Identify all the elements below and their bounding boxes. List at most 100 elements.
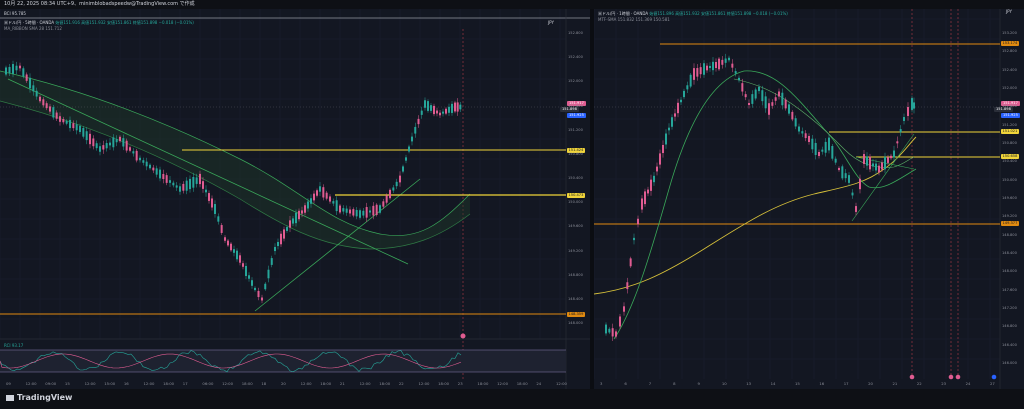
candle-body (677, 102, 679, 114)
candle-body (659, 153, 661, 165)
right-symbol-legend[interactable]: 米ドル/円 · 1時間 · OANDA 始値151.896 高値151.932 … (598, 11, 788, 17)
candle-body (791, 111, 794, 120)
candle-body (382, 201, 385, 207)
right-level-1-text: 153.174 (1002, 41, 1018, 45)
right-chart-canvas[interactable] (594, 9, 1024, 389)
price-axis-label: 148.800 (1002, 232, 1017, 237)
candle-body (751, 94, 754, 104)
candle-body (848, 175, 850, 183)
candle-body (626, 282, 629, 290)
candle-body (433, 105, 435, 115)
candle-body (316, 190, 318, 196)
ma-fast-line (733, 78, 915, 168)
candle-body (339, 205, 341, 213)
candle-body (706, 65, 708, 71)
candle-body (85, 131, 88, 141)
tradingview-logo[interactable]: TradingView (6, 393, 72, 402)
right-ma-legend[interactable]: MTF-SMA 151.832 151.369 150.581 (598, 17, 670, 23)
candle-body (653, 175, 655, 183)
right-chart-pane[interactable]: 米ドル/円 · 1時間 · OANDA 始値151.896 高値151.932 … (594, 9, 1024, 389)
candle-body (159, 169, 161, 179)
candle-body (335, 200, 338, 212)
candle-body (734, 71, 737, 74)
candle-body (411, 136, 413, 142)
candle-body (52, 107, 55, 118)
candle-body (349, 209, 351, 214)
time-axis-label: 7 (648, 381, 652, 386)
candle-body (242, 263, 244, 267)
candle-body (395, 181, 398, 187)
time-axis-label: 20 (281, 381, 286, 386)
price-axis-label: 148.800 (568, 272, 583, 277)
candle-body (402, 166, 404, 172)
time-axis-label: 18:00 (241, 381, 253, 386)
candle-body (821, 149, 824, 152)
candle-body (125, 140, 128, 151)
candle-body (696, 68, 699, 77)
candle-body (818, 151, 820, 157)
candle-body (304, 205, 306, 213)
candle-body (227, 240, 229, 246)
candle-body (220, 225, 223, 233)
screenshot-header: 10月 22, 2025 08:34 UTC+9、minimblobadspee… (0, 0, 1024, 9)
candle-body (280, 233, 282, 245)
footer-bar: TradingView (0, 389, 1024, 409)
candle-body (310, 198, 312, 204)
left-currency-label: JPY (548, 20, 554, 26)
left-symbol-legend[interactable]: 米ドル/円 · 5時間 · OANDA 始値151.916 高値151.932 … (4, 20, 194, 26)
left-price-axis[interactable]: 152.800 152.400 152.000 151.600 151.200 150.8… (566, 9, 590, 339)
left-ma-label: MA_RIBBON SMA 28 151.712 (4, 26, 62, 31)
candle-body (881, 162, 883, 170)
candle-body (758, 86, 760, 92)
candle-body (637, 218, 639, 225)
left-ma-legend[interactable]: MA_RIBBON SMA 28 151.712 (4, 26, 62, 32)
candle-body (674, 113, 676, 117)
candle-body (420, 110, 423, 115)
price-axis-label: 153.200 (1002, 31, 1017, 35)
left-top-indicator-label: BCI 95.785 (4, 11, 26, 16)
candle-body (798, 126, 800, 132)
candle-body (230, 243, 232, 251)
left-oscillator-legend[interactable]: RCI 93.17 (4, 343, 23, 349)
left-price-chip-ask-text: 151.898 (562, 107, 577, 111)
candle-body (456, 102, 459, 112)
candle-body (731, 63, 734, 68)
candle-body (319, 186, 321, 192)
candle-body (741, 83, 744, 92)
candle-body (135, 150, 138, 161)
candle-body (633, 237, 635, 241)
candle-body (863, 154, 865, 164)
price-axis-label: 148.000 (1002, 269, 1017, 274)
candle-body (788, 104, 790, 114)
pane-divider[interactable] (590, 9, 594, 389)
candle-body (267, 269, 270, 279)
candle-body (718, 58, 720, 70)
candle-body (329, 196, 331, 202)
right-time-axis[interactable]: 3 6 7 8 9 10 13 14 15 16 17 20 21 22 23 24 27 (594, 381, 1000, 389)
candle-body (430, 105, 432, 111)
left-time-axis[interactable]: 09 12:00 09:00 15 12:00 15:00 16 12:00 18:00 17 06… (0, 381, 567, 389)
candle-body (72, 123, 75, 129)
candle-body (162, 173, 165, 180)
candle-body (712, 61, 714, 71)
candle-body (264, 283, 267, 290)
right-price-axis[interactable]: 153.200 152.800 152.400 152.000 151.600 151.2… (1000, 9, 1024, 379)
candle-body (724, 58, 727, 63)
price-axis-label: 152.400 (1002, 67, 1017, 72)
candle-body (313, 193, 315, 201)
right-ohlc-values: 始値151.896 高値151.932 安値151.861 終値151.898 … (649, 11, 788, 16)
right-level-2-tag: 151.021 (1001, 129, 1019, 134)
candle-body (362, 210, 365, 216)
time-axis-label: 20 (868, 381, 873, 386)
left-level-2-text: 150.473 (568, 193, 584, 197)
candle-body (824, 141, 827, 153)
left-chart-canvas[interactable] (0, 9, 590, 389)
right-ma-label: MTF-SMA 151.832 151.369 150.581 (598, 17, 670, 22)
left-chart-pane[interactable]: BCI 95.785 米ドル/円 · 5時間 · OANDA 始値151.916… (0, 9, 590, 389)
left-price-chip-mid: 151.925 (567, 113, 586, 118)
candle-body (79, 126, 81, 132)
candle-body (39, 96, 41, 102)
time-axis-label: 12:00 (300, 381, 312, 386)
candle-body (838, 167, 840, 171)
candle-body (236, 250, 238, 260)
